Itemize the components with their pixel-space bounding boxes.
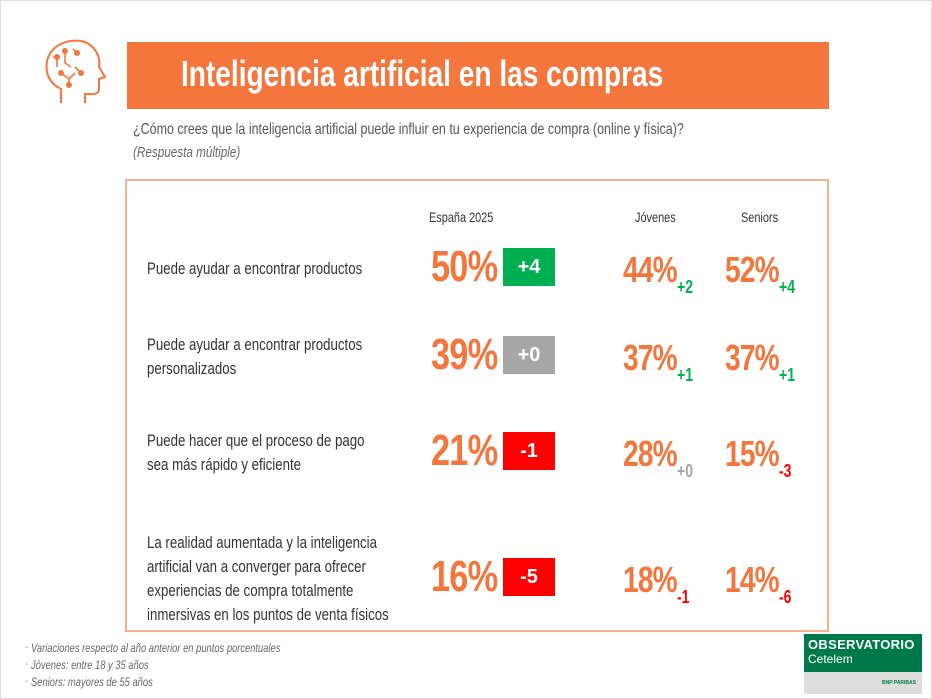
seniors-delta: +4 — [779, 277, 796, 297]
spain-value: 50% — [431, 242, 498, 291]
question-note: (Respuesta múltiple) — [133, 144, 241, 161]
jovenes-value: 44% — [623, 249, 678, 290]
row-label-line: Puede ayudar a encontrar productos — [147, 259, 363, 278]
brain-circuit-icon — [41, 37, 107, 112]
row-label: Puede hacer que el proceso de pago sea má… — [147, 429, 426, 477]
row-label: Puede ayudar a encontrar productos person… — [147, 333, 423, 381]
row-label-line: inmersivas en los puntos de venta físico… — [147, 605, 389, 624]
row-label-line: Puede hacer que el proceso de pago — [147, 431, 365, 450]
observatorio-cetelem-logo: OBSERVATORIO Cetelem BNP PARIBAS — [804, 634, 922, 694]
spain-delta-badge: -5 — [503, 558, 555, 596]
spain-delta-badge: +0 — [503, 336, 555, 374]
jovenes-delta: +2 — [677, 277, 694, 297]
seniors-delta: +1 — [779, 365, 796, 385]
jovenes-delta: +0 — [677, 461, 694, 481]
spain-value: 39% — [431, 330, 498, 379]
jovenes-delta: -1 — [677, 587, 690, 607]
column-header-jovenes: Jóvenes — [635, 209, 676, 225]
seniors-value: 52% — [725, 249, 780, 290]
row-label: La realidad aumentada y la inteligencia a… — [147, 531, 457, 627]
row-label-line: La realidad aumentada y la inteligencia — [147, 533, 378, 552]
column-header-seniors: Seniors — [741, 209, 779, 225]
row-label-line: Puede ayudar a encontrar productos — [147, 335, 363, 354]
row-label: Puede ayudar a encontrar productos — [147, 257, 423, 281]
spain-delta-badge: +4 — [503, 248, 555, 286]
jovenes-value: 37% — [623, 337, 678, 378]
seniors-value: 37% — [725, 337, 780, 378]
footnote: Seniors: mayores de 55 años — [31, 675, 153, 689]
row-label-line: sea más rápido y eficiente — [147, 455, 302, 474]
row-label-line: experiencias de compra totalmente — [147, 581, 354, 600]
footnote-bullets: --- — [25, 642, 29, 687]
row-label-line: personalizados — [147, 359, 237, 378]
spain-value: 16% — [431, 552, 498, 601]
jovenes-delta: +1 — [677, 365, 694, 385]
footnote: Jóvenes: entre 18 y 35 años — [31, 658, 149, 672]
bnp-paribas-logo: BNP PARIBAS — [804, 672, 922, 694]
seniors-value: 15% — [725, 433, 780, 474]
row-label-line: artificial van a converger para ofrecer — [147, 557, 366, 576]
column-header-spain: España 2025 — [429, 209, 494, 225]
title-bar — [127, 42, 829, 109]
spain-value: 21% — [431, 426, 498, 475]
logo-text: OBSERVATORIO — [808, 637, 915, 652]
question-text: ¿Cómo crees que la inteligencia artifici… — [133, 121, 684, 138]
seniors-delta: -3 — [779, 461, 792, 481]
results-panel — [125, 179, 829, 632]
jovenes-value: 18% — [623, 559, 678, 600]
page-title: Inteligencia artificial en las compras — [181, 53, 664, 94]
seniors-delta: -6 — [779, 587, 792, 607]
logo-text: Cetelem — [808, 652, 853, 666]
jovenes-value: 28% — [623, 433, 678, 474]
seniors-value: 14% — [725, 559, 780, 600]
footnote: Variaciones respecto al año anterior en … — [31, 641, 281, 655]
spain-delta-badge: -1 — [503, 432, 555, 470]
